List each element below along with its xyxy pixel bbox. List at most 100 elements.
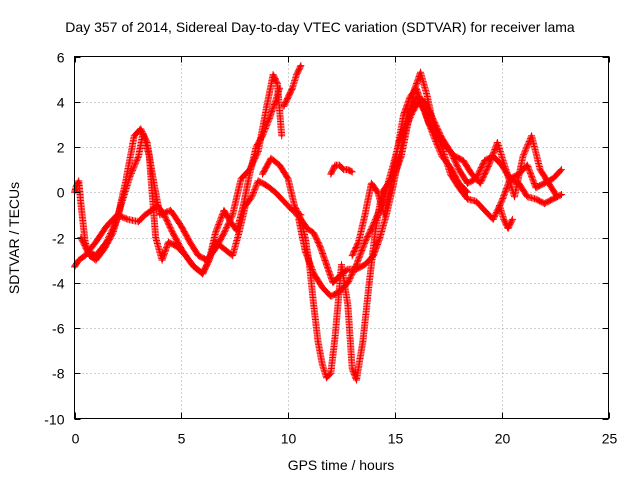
data-series (71, 62, 565, 384)
data-point (449, 172, 452, 176)
data-point (361, 340, 365, 343)
data-point (425, 93, 429, 97)
series-track-9 (327, 161, 356, 178)
data-point (201, 272, 204, 275)
data-point (432, 118, 435, 122)
y-tick-label: 0 (57, 185, 65, 201)
x-tick-label: 0 (72, 431, 80, 447)
data-point (231, 254, 234, 257)
data-point (513, 195, 516, 198)
data-point (487, 163, 491, 167)
data-point (346, 281, 350, 284)
data-point (453, 154, 456, 158)
data-point (261, 172, 264, 176)
data-point (248, 168, 251, 171)
data-point (333, 163, 337, 167)
data-point (94, 258, 98, 262)
data-point (551, 177, 555, 180)
y-axis-label: SDTVAR / TECUs (6, 181, 22, 295)
axis-ticks (74, 56, 610, 420)
data-point (521, 154, 525, 158)
data-point (312, 231, 315, 235)
data-point (383, 213, 386, 217)
data-point (479, 182, 482, 185)
data-point (286, 96, 290, 99)
data-point (222, 209, 226, 212)
data-point (415, 87, 418, 90)
x-tick-label: 10 (281, 431, 297, 447)
y-tick-label: -6 (52, 321, 65, 337)
y-tick-label: -4 (52, 276, 65, 292)
data-point (94, 254, 98, 257)
data-point (547, 182, 550, 185)
data-point (171, 231, 174, 235)
data-point (483, 209, 486, 212)
data-point (293, 204, 296, 207)
data-point (222, 231, 226, 235)
y-tick-label: 4 (57, 95, 65, 111)
data-point (363, 213, 367, 217)
data-point (474, 200, 478, 203)
data-point (363, 263, 367, 266)
data-point (506, 227, 510, 230)
data-point (351, 170, 354, 174)
data-point (75, 184, 78, 187)
data-point (318, 245, 322, 248)
data-point (457, 168, 461, 171)
data-point (116, 218, 119, 221)
x-tick-label: 15 (388, 431, 404, 447)
data-point (291, 87, 294, 90)
data-point (276, 82, 279, 85)
plot-frame (74, 56, 609, 419)
data-point (483, 159, 486, 162)
data-point (466, 182, 469, 185)
data-point (105, 240, 108, 244)
data-point (306, 227, 309, 230)
data-point (466, 191, 469, 194)
data-point (137, 154, 140, 158)
chart-title: Day 357 of 2014, Sidereal Day-to-day VTE… (65, 19, 575, 35)
data-point (504, 168, 508, 171)
data-point (538, 168, 542, 171)
data-point (77, 258, 81, 262)
data-point (257, 179, 260, 183)
data-point (462, 159, 465, 162)
data-point (338, 163, 341, 167)
data-point (280, 134, 283, 137)
data-point (197, 254, 200, 257)
data-point (470, 172, 473, 176)
y-tick-label: -10 (44, 412, 64, 428)
data-point (560, 168, 563, 171)
data-point (312, 272, 315, 275)
data-point (250, 195, 253, 198)
data-point (192, 265, 196, 269)
data-point (139, 127, 142, 131)
data-point (77, 179, 81, 183)
data-point (421, 105, 424, 108)
series-track-3 (77, 71, 286, 264)
data-point (329, 295, 332, 298)
data-point (445, 145, 448, 149)
data-point (338, 290, 341, 293)
data-point (325, 263, 328, 266)
data-point (316, 340, 320, 343)
data-point (239, 177, 243, 180)
data-point (265, 105, 268, 108)
data-point (265, 184, 268, 187)
data-point (267, 118, 271, 122)
data-point (400, 154, 403, 158)
data-point (86, 249, 89, 253)
data-point (376, 191, 379, 194)
data-point (257, 150, 260, 153)
data-point (145, 141, 149, 144)
data-point (222, 247, 226, 250)
y-tick-label: 2 (57, 140, 65, 156)
data-point (526, 163, 529, 167)
data-point (214, 231, 217, 235)
data-point (325, 376, 328, 379)
data-point (419, 71, 422, 74)
data-point (526, 195, 529, 198)
y-tick-label: -8 (52, 366, 65, 382)
data-point (543, 182, 546, 185)
